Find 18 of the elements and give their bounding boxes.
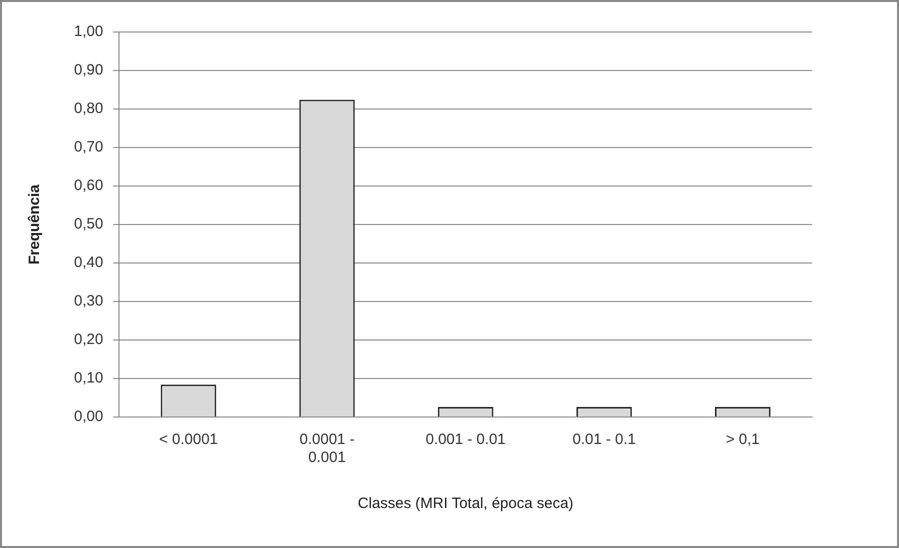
x-tick-label: 0.01 - 0.1 — [572, 431, 636, 448]
y-tick-label: 0,80 — [74, 100, 104, 118]
y-tick-label: 0,70 — [74, 138, 104, 156]
y-tick-label: 0,10 — [74, 370, 104, 387]
x-tick-label: > 0,1 — [726, 431, 760, 448]
x-tick-label: 0.001 - 0.01 — [426, 431, 506, 448]
y-tick-label: 1,00 — [74, 23, 104, 40]
y-tick-label: 0,30 — [74, 292, 104, 310]
y-tick-label: 0,90 — [74, 62, 104, 79]
y-tick-label: 0,60 — [74, 177, 104, 194]
y-tick-label: 0,20 — [74, 331, 104, 348]
x-tick-label: < 0.0001 — [159, 431, 218, 448]
y-tick-label: 0,00 — [74, 408, 104, 426]
x-tick-label: 0.0001 - 0.001 — [300, 431, 355, 466]
y-tick-label: 0,40 — [74, 254, 104, 272]
y-tick-label: 0,50 — [74, 216, 104, 233]
y-axis-title: Frequência — [26, 184, 44, 265]
x-axis-title: Classes (MRI Total, época seca) — [358, 495, 574, 512]
